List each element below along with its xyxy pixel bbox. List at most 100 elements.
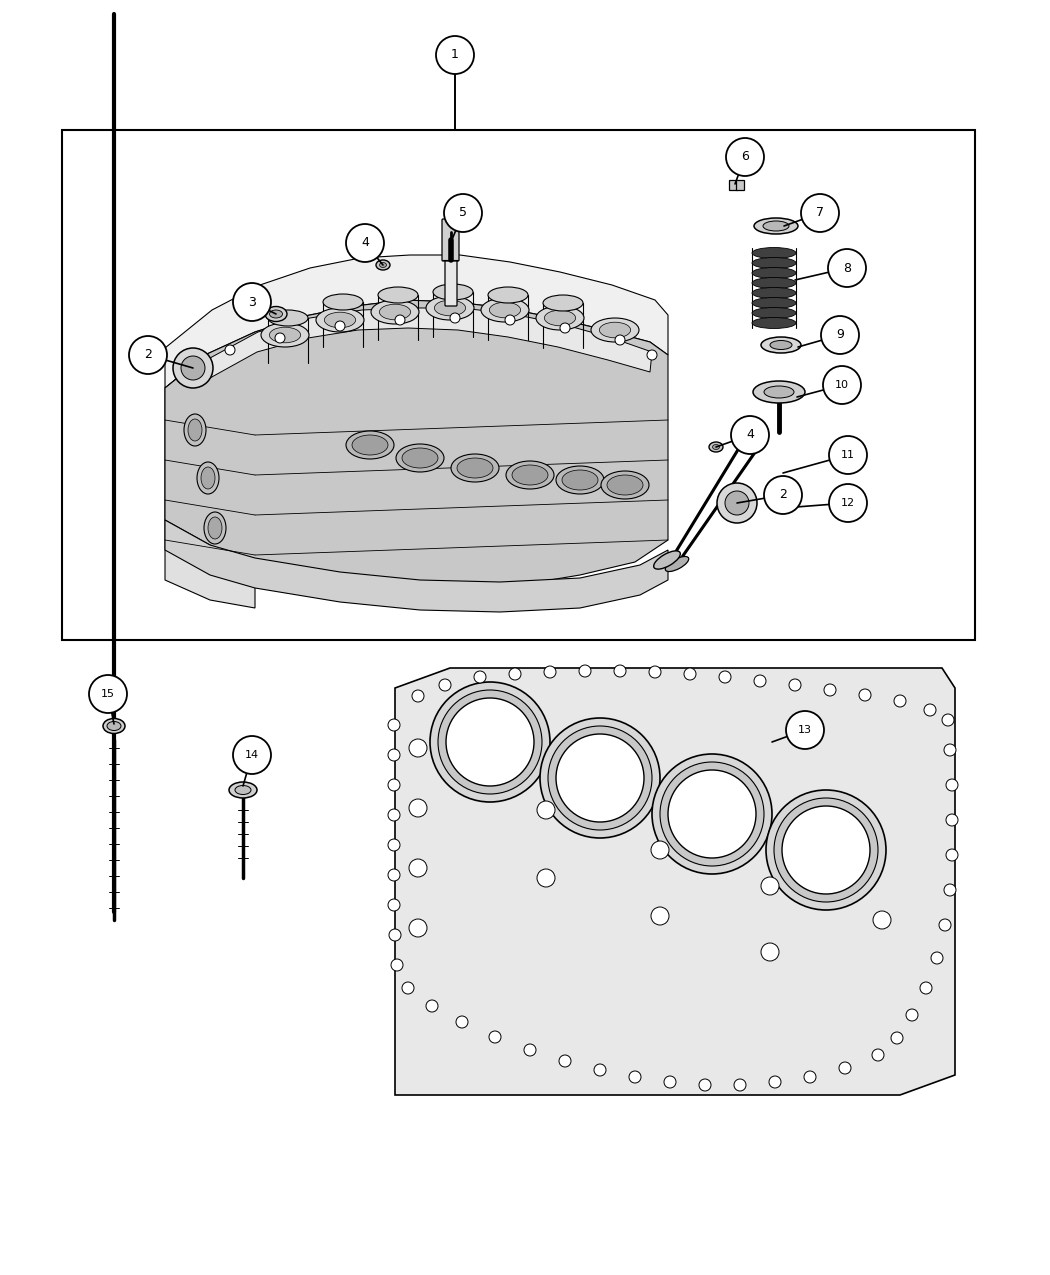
- Ellipse shape: [103, 719, 125, 733]
- Ellipse shape: [396, 444, 444, 472]
- Circle shape: [839, 1062, 850, 1074]
- Ellipse shape: [316, 309, 364, 332]
- Circle shape: [731, 416, 769, 454]
- Circle shape: [614, 666, 626, 677]
- Circle shape: [410, 919, 427, 937]
- Ellipse shape: [379, 305, 411, 320]
- Circle shape: [233, 283, 271, 321]
- Ellipse shape: [761, 337, 801, 353]
- Ellipse shape: [435, 300, 465, 316]
- Text: 3: 3: [248, 296, 256, 309]
- Ellipse shape: [188, 419, 202, 441]
- Circle shape: [509, 668, 521, 680]
- Circle shape: [402, 982, 414, 994]
- Ellipse shape: [752, 247, 796, 259]
- Circle shape: [594, 1065, 606, 1076]
- Ellipse shape: [229, 782, 257, 798]
- Ellipse shape: [763, 221, 789, 231]
- Circle shape: [410, 859, 427, 877]
- Text: 14: 14: [245, 750, 259, 760]
- Circle shape: [652, 754, 772, 873]
- Bar: [62, 130, 975, 640]
- Ellipse shape: [506, 462, 554, 490]
- Circle shape: [540, 718, 660, 838]
- Circle shape: [859, 688, 872, 701]
- Circle shape: [559, 1054, 571, 1067]
- Circle shape: [474, 671, 486, 683]
- Circle shape: [774, 798, 878, 901]
- Circle shape: [438, 690, 542, 794]
- Circle shape: [823, 366, 861, 404]
- Ellipse shape: [426, 296, 474, 320]
- Polygon shape: [165, 520, 668, 612]
- Polygon shape: [395, 668, 956, 1095]
- Circle shape: [717, 483, 757, 523]
- Circle shape: [450, 312, 460, 323]
- Circle shape: [412, 690, 424, 703]
- Circle shape: [444, 194, 482, 232]
- Ellipse shape: [713, 445, 719, 450]
- Circle shape: [830, 436, 867, 474]
- Polygon shape: [165, 300, 668, 590]
- Ellipse shape: [709, 442, 723, 453]
- Text: 11: 11: [841, 450, 855, 460]
- Circle shape: [548, 725, 652, 830]
- Circle shape: [181, 356, 205, 380]
- Circle shape: [761, 944, 779, 961]
- Circle shape: [873, 912, 891, 929]
- Ellipse shape: [270, 328, 300, 343]
- Text: 13: 13: [798, 725, 812, 734]
- Circle shape: [804, 1071, 816, 1082]
- Text: 2: 2: [779, 488, 786, 501]
- Circle shape: [388, 839, 400, 850]
- Circle shape: [388, 929, 401, 941]
- Polygon shape: [210, 309, 652, 377]
- Circle shape: [754, 674, 766, 687]
- Circle shape: [225, 346, 235, 354]
- Circle shape: [782, 806, 870, 894]
- Circle shape: [233, 736, 271, 774]
- Circle shape: [439, 680, 452, 691]
- Circle shape: [410, 740, 427, 757]
- Circle shape: [556, 734, 644, 822]
- Circle shape: [946, 813, 958, 826]
- Ellipse shape: [371, 300, 419, 324]
- Circle shape: [821, 316, 859, 354]
- Ellipse shape: [346, 431, 394, 459]
- Text: 6: 6: [741, 150, 749, 163]
- Ellipse shape: [562, 470, 598, 490]
- Ellipse shape: [754, 218, 798, 235]
- Circle shape: [647, 351, 657, 360]
- Circle shape: [942, 714, 954, 725]
- Circle shape: [939, 919, 951, 931]
- Ellipse shape: [770, 340, 792, 349]
- Circle shape: [830, 484, 867, 521]
- Circle shape: [489, 1031, 501, 1043]
- Circle shape: [346, 224, 384, 261]
- Ellipse shape: [452, 454, 499, 482]
- Circle shape: [410, 799, 427, 817]
- Ellipse shape: [591, 317, 639, 342]
- Circle shape: [944, 745, 956, 756]
- Ellipse shape: [752, 258, 796, 269]
- Circle shape: [828, 249, 866, 287]
- Polygon shape: [165, 354, 255, 608]
- Circle shape: [651, 842, 669, 859]
- Circle shape: [924, 704, 936, 717]
- Circle shape: [430, 682, 550, 802]
- Ellipse shape: [601, 470, 649, 499]
- FancyBboxPatch shape: [445, 249, 457, 306]
- Circle shape: [579, 666, 591, 677]
- Ellipse shape: [543, 295, 583, 311]
- Circle shape: [906, 1009, 918, 1021]
- Ellipse shape: [488, 287, 528, 303]
- Ellipse shape: [197, 462, 219, 493]
- Circle shape: [456, 1016, 468, 1028]
- Circle shape: [173, 348, 213, 388]
- Ellipse shape: [208, 516, 222, 539]
- Circle shape: [335, 321, 345, 332]
- Ellipse shape: [752, 268, 796, 278]
- Circle shape: [726, 138, 764, 176]
- Circle shape: [426, 1000, 438, 1012]
- Circle shape: [129, 337, 167, 374]
